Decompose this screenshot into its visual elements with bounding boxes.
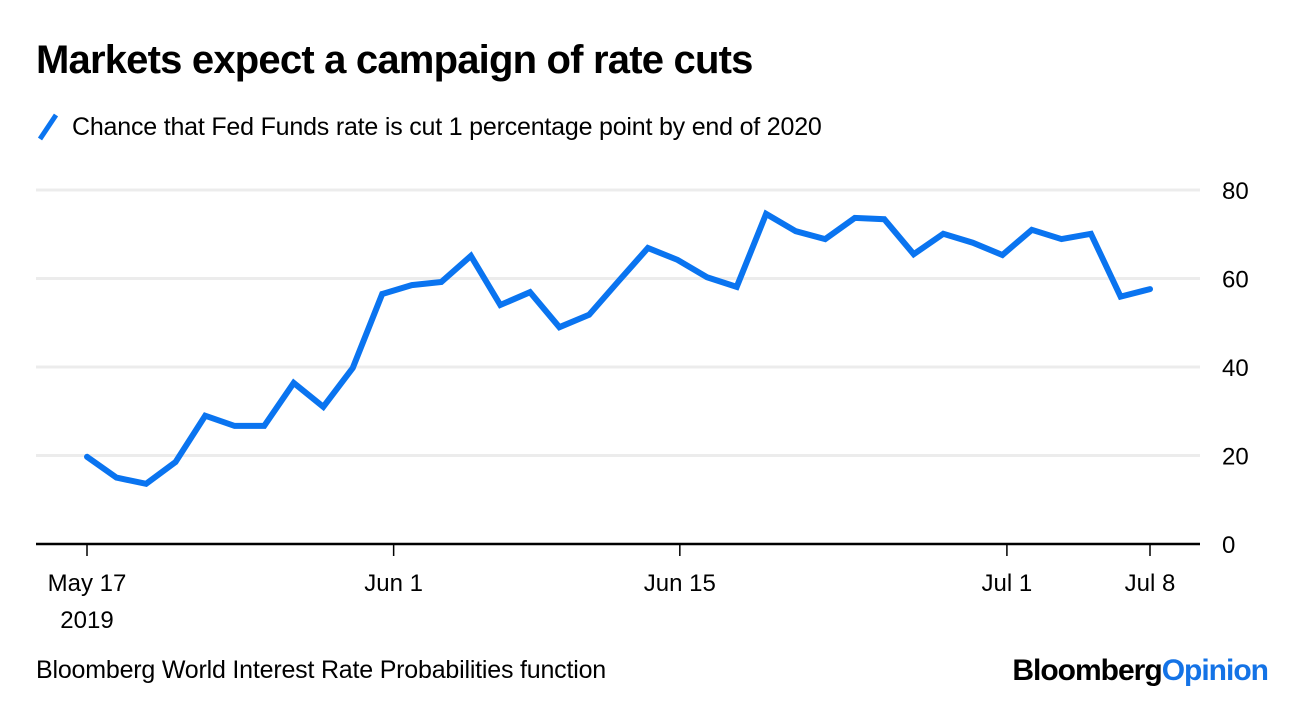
data-point [293,382,294,383]
data-point [825,239,826,240]
data-point [87,456,88,457]
data-point [116,477,117,478]
data-point [264,425,265,426]
data-point [205,415,206,416]
series-layer [84,209,1153,488]
data-point [146,483,147,484]
data-point [1061,239,1062,240]
data-point [441,282,442,283]
legend-label: Chance that Fed Funds rate is cut 1 perc… [72,112,822,141]
data-point [1031,229,1032,230]
data-point [913,254,914,255]
x-tick-label: Jul 1 [982,570,1033,597]
logo-part-opinion: Opinion [1161,654,1269,687]
data-point [1120,296,1121,297]
data-point [382,293,383,294]
data-point [884,219,885,220]
x-axis [36,542,1200,556]
data-point [854,217,855,218]
data-point [766,213,767,214]
logo-part-bloomberg: Bloomberg [1012,654,1162,687]
data-point [647,247,648,248]
source-note: Bloomberg World Interest Rate Probabilit… [36,656,606,684]
data-point [175,462,176,463]
x-tick-label: Jun 1 [364,570,423,597]
data-point [1150,289,1151,290]
data-point [677,259,678,260]
data-point [707,277,708,278]
x-axis-labels: May 17 2019 Jun 1 Jun 15 Jul 1 Jul 8 [48,570,1176,634]
data-point [589,314,590,315]
data-point [559,327,560,328]
y-tick-label: 0 [1222,532,1235,559]
x-tick-label: May 17 [48,570,127,597]
data-point [500,305,501,306]
series-line-0 [84,209,1153,488]
x-tick-sublabel: 2019 [60,607,113,634]
data-point [411,285,412,286]
y-tick-label: 40 [1222,355,1249,382]
legend: Chance that Fed Funds rate is cut 1 perc… [36,110,822,144]
data-point [529,292,530,293]
data-point [1090,233,1091,234]
legend-line-icon [37,113,59,141]
data-point [618,281,619,282]
data-point [972,242,973,243]
y-axis-labels: 0 20 40 60 80 [1222,178,1249,559]
y-tick-label: 80 [1222,178,1249,205]
x-tick-label: Jun 15 [644,570,716,597]
y-tick-label: 60 [1222,267,1249,294]
bloomberg-opinion-logo: BloombergOpinion [1012,654,1269,688]
data-point [736,286,737,287]
y-tick-label: 20 [1222,444,1249,471]
data-point [943,233,944,234]
data-point [234,425,235,426]
data-point [1002,255,1003,256]
data-point [323,406,324,407]
chart-title: Markets expect a campaign of rate cuts [36,38,753,82]
data-point [795,231,796,232]
data-point [352,367,353,368]
data-point [470,255,471,256]
x-tick-label: Jul 8 [1125,570,1176,597]
